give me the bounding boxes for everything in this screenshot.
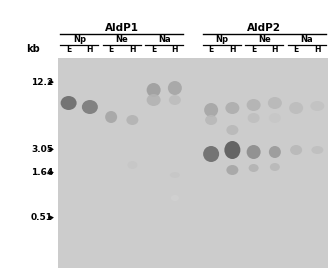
Text: 0.51: 0.51 [31,213,53,222]
Ellipse shape [226,125,239,135]
Text: E: E [151,45,156,54]
Ellipse shape [82,100,98,114]
Ellipse shape [270,163,280,171]
Ellipse shape [226,165,239,175]
Text: 1.64: 1.64 [31,168,53,177]
Text: Na: Na [158,35,170,44]
Ellipse shape [310,101,324,111]
Text: AldP1: AldP1 [105,23,139,33]
Ellipse shape [170,172,180,178]
Ellipse shape [225,102,240,114]
Ellipse shape [224,141,240,159]
Ellipse shape [127,161,138,169]
Text: H: H [314,45,321,54]
Ellipse shape [168,81,182,95]
Ellipse shape [269,146,281,158]
Text: E: E [209,45,214,54]
Text: Ne: Ne [115,35,128,44]
Text: 12.2: 12.2 [31,78,53,87]
Text: Np: Np [73,35,86,44]
Ellipse shape [169,95,181,105]
Ellipse shape [147,83,161,97]
Text: H: H [229,45,236,54]
Ellipse shape [269,113,281,123]
Text: H: H [87,45,93,54]
Ellipse shape [268,97,282,109]
Text: Np: Np [215,35,228,44]
Ellipse shape [147,94,161,106]
Text: H: H [129,45,136,54]
Ellipse shape [203,146,219,162]
Ellipse shape [248,113,260,123]
Ellipse shape [205,115,217,125]
Text: Na: Na [300,35,313,44]
Ellipse shape [290,145,302,155]
Text: AldP2: AldP2 [247,23,281,33]
Text: E: E [66,45,71,54]
Text: kb: kb [26,44,40,54]
Ellipse shape [311,146,323,154]
Ellipse shape [61,96,77,110]
Text: 3.05: 3.05 [31,145,53,154]
Bar [58,58,328,268]
Text: Ne: Ne [258,35,271,44]
Text: H: H [272,45,278,54]
Ellipse shape [249,164,259,172]
Text: H: H [172,45,178,54]
Ellipse shape [289,102,303,114]
Ellipse shape [105,111,117,123]
Ellipse shape [204,103,218,117]
Text: E: E [251,45,256,54]
Ellipse shape [126,115,139,125]
Text: E: E [293,45,299,54]
Ellipse shape [247,145,261,159]
Ellipse shape [247,99,261,111]
Ellipse shape [171,195,179,201]
Text: E: E [109,45,114,54]
